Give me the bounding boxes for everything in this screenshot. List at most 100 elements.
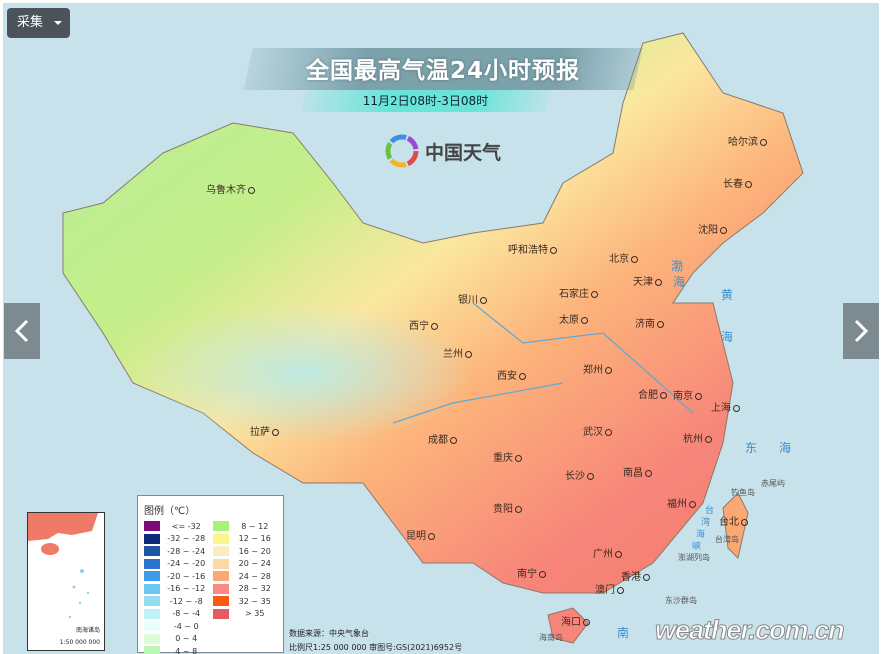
city-marker-icon <box>431 323 438 330</box>
city-label: 沈阳 <box>698 221 727 236</box>
city-marker-icon <box>657 321 664 328</box>
city-marker-icon <box>695 393 702 400</box>
legend-swatch <box>144 621 160 632</box>
map-subtitle: 11月2日08时-3日08时 <box>362 94 489 108</box>
island-label: 台湾岛 <box>715 535 739 544</box>
legend-item: 0 ~ 4 <box>144 633 209 646</box>
inset-name: 南海诸岛 <box>75 627 100 634</box>
legend-grid: <= -32 -32 ~ -28 -28 ~ -24 -24 ~ -20 -20 ~ -… <box>144 520 277 654</box>
sea-label: 海 <box>673 275 686 289</box>
city-label: 哈尔滨 <box>728 133 767 148</box>
city-label: 杭州 <box>683 430 712 445</box>
city-label: 南京 <box>673 387 702 402</box>
legend-swatch <box>144 571 160 582</box>
source-info: 数据来源：中央气象台 比例尺1:25 000 000 审图号:GS(2021)6… <box>289 627 462 654</box>
city-marker-icon <box>480 297 487 304</box>
data-source: 数据来源：中央气象台 <box>289 629 369 638</box>
city-label: 天津 <box>633 273 662 288</box>
city-label: 长春 <box>723 175 752 190</box>
city-marker-icon <box>539 571 546 578</box>
city-label: 昆明 <box>406 527 435 542</box>
island-label: 澎湖列岛 <box>678 553 710 562</box>
legend-label: > 35 <box>245 609 265 619</box>
next-button[interactable] <box>843 303 879 359</box>
legend-label: -12 ~ -8 <box>169 596 203 606</box>
legend-item: 8 ~ 12 <box>212 520 278 533</box>
collect-dropdown[interactable]: 采集 <box>7 8 70 38</box>
legend-swatch <box>212 608 229 619</box>
city-marker-icon <box>741 519 748 526</box>
legend-label: -24 ~ -20 <box>167 559 206 569</box>
map-title: 全国最高气温24小时预报 <box>305 58 580 84</box>
legend-swatch <box>144 546 160 557</box>
legend-swatch <box>212 533 229 544</box>
city-marker-icon <box>733 405 740 412</box>
city-marker-icon <box>660 392 667 399</box>
city-label: 西宁 <box>409 317 438 332</box>
china-temperature-shape <box>62 32 804 644</box>
scale-approval: 比例尺1:25 000 000 审图号:GS(2021)6952号 <box>289 643 463 652</box>
legend-item: 28 ~ 32 <box>212 583 278 596</box>
legend-swatch <box>144 583 160 594</box>
city-label: 长沙 <box>565 467 594 482</box>
legend-item: <= -32 <box>144 520 209 533</box>
city-label: 贵阳 <box>493 500 522 515</box>
legend-item: -12 ~ -8 <box>144 595 209 608</box>
legend-item: 16 ~ 20 <box>212 545 278 558</box>
legend-label: 16 ~ 20 <box>238 546 271 556</box>
legend-label: 8 ~ 12 <box>241 521 269 531</box>
legend-label: -4 ~ 0 <box>173 621 199 631</box>
city-marker-icon <box>760 139 767 146</box>
city-marker-icon <box>655 279 662 286</box>
island-label: 钓鱼岛 <box>731 488 755 497</box>
legend-item: -28 ~ -24 <box>144 545 209 558</box>
legend-label: -8 ~ -4 <box>172 609 201 619</box>
brand-name: 中国天气 <box>425 141 502 164</box>
city-label: 上海 <box>711 399 740 414</box>
sea-label: 黄 <box>721 288 734 302</box>
legend-item: -16 ~ -12 <box>144 583 209 596</box>
city-label: 石家庄 <box>559 285 598 300</box>
city-marker-icon <box>617 587 624 594</box>
legend-label: -28 ~ -24 <box>167 546 206 556</box>
legend-title: 图例（℃） <box>144 506 196 517</box>
island-label: 海南岛 <box>539 633 563 642</box>
legend-swatch <box>212 558 229 569</box>
city-label: 济南 <box>635 315 664 330</box>
city-label: 郑州 <box>583 361 612 376</box>
legend-item: -4 ~ 0 <box>144 620 209 633</box>
city-label: 成都 <box>428 431 457 446</box>
legend-item: > 35 <box>212 608 278 621</box>
legend-swatch <box>144 646 160 654</box>
legend-item: 24 ~ 28 <box>212 570 278 583</box>
prev-button[interactable] <box>4 303 40 359</box>
city-marker-icon <box>583 619 590 626</box>
city-marker-icon <box>631 256 638 263</box>
legend-label: 32 ~ 35 <box>238 596 271 606</box>
legend-item: -8 ~ -4 <box>144 608 209 621</box>
city-marker-icon <box>519 373 526 380</box>
sea-label: 东 <box>745 441 758 455</box>
legend-swatch <box>144 558 160 569</box>
collect-label: 采集 <box>17 15 44 30</box>
city-marker-icon <box>550 247 557 254</box>
sea-label: 海 <box>721 330 734 344</box>
legend-item: -20 ~ -16 <box>144 570 209 583</box>
city-label: 福州 <box>667 495 696 510</box>
city-marker-icon <box>581 317 588 324</box>
city-marker-icon <box>689 501 696 508</box>
legend-item: 32 ~ 35 <box>212 595 278 608</box>
legend-label: 28 ~ 32 <box>238 584 271 594</box>
city-marker-icon <box>605 367 612 374</box>
city-label: 武汉 <box>583 423 612 438</box>
legend-label: 24 ~ 28 <box>238 571 271 581</box>
sea-label: 湾 <box>701 518 711 528</box>
legend: 图例（℃） <= -32 -32 ~ -28 -28 ~ -24 -24 ~ -20 -… <box>137 495 284 654</box>
legend-label: <= -32 <box>171 521 201 531</box>
legend-label: 20 ~ 24 <box>238 559 271 569</box>
sea-label: 峡 <box>692 542 702 552</box>
city-label: 香港 <box>621 568 650 583</box>
temperature-map: 乌鲁木齐 哈尔滨 长春 沈阳 呼和浩特 北京 天津 石家庄 银川 太原 济南 西… <box>3 3 879 654</box>
legend-swatch <box>212 596 229 607</box>
legend-label: -16 ~ -12 <box>167 584 206 594</box>
